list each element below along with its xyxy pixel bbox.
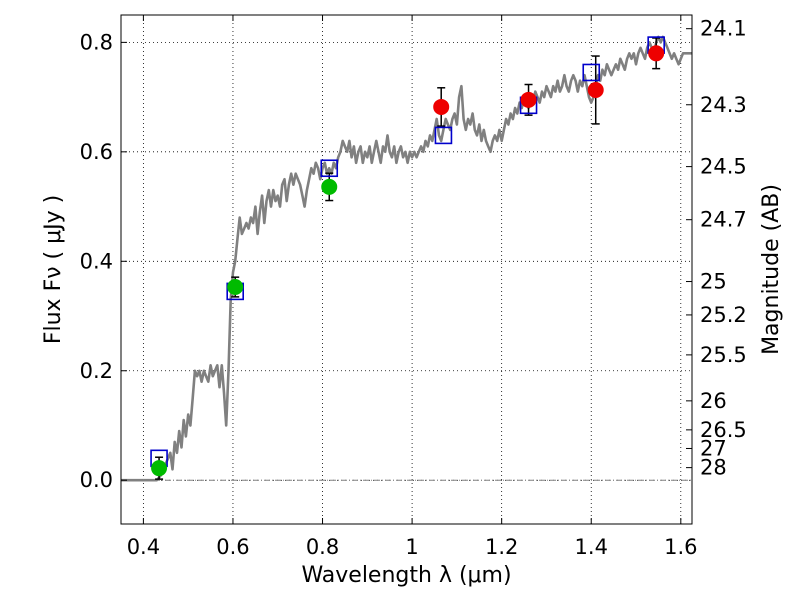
y2-tick-label: 27 bbox=[700, 436, 727, 460]
y-tick-labels: 0.0 0.2 0.4 0.6 0.8 bbox=[80, 30, 113, 492]
y2-tick-label: 28 bbox=[700, 456, 727, 480]
y2-axis-label: Magnitude (AB) bbox=[759, 184, 784, 355]
x-tick-label: 0.8 bbox=[306, 535, 339, 559]
y2-tick-label: 24.7 bbox=[700, 208, 747, 232]
y2-tick-label: 25 bbox=[700, 270, 727, 294]
tick-marks bbox=[121, 15, 692, 524]
y2-tick-label: 24.5 bbox=[700, 155, 747, 179]
observed-nir-point bbox=[433, 98, 450, 115]
y-axis-label: Flux Fν ( μJy ) bbox=[41, 195, 66, 344]
model-photometry-square bbox=[434, 126, 453, 145]
y-tick-label: 0.2 bbox=[80, 359, 113, 383]
observed-optical-point bbox=[227, 279, 244, 296]
y-tick-label: 0.6 bbox=[80, 140, 113, 164]
x-tick-label: 1 bbox=[405, 535, 418, 559]
y-tick-label: 0.4 bbox=[80, 249, 113, 273]
observed-nir-point bbox=[587, 81, 604, 98]
x-tick-label: 0.4 bbox=[127, 535, 160, 559]
y2-tick-label: 26.5 bbox=[700, 418, 747, 442]
spectrum-line bbox=[121, 35, 692, 482]
x-axis-label: Wavelength λ (μm) bbox=[301, 563, 511, 588]
x-tick-label: 0.6 bbox=[216, 535, 249, 559]
y2-tick-label: 26 bbox=[700, 389, 727, 413]
model-photometry-square bbox=[320, 159, 339, 178]
observed-optical-point bbox=[151, 460, 168, 477]
observed-photometry-layer bbox=[151, 45, 665, 477]
x-tick-labels: 0.4 0.6 0.8 1 1.2 1.4 1.6 bbox=[127, 535, 698, 559]
x-tick-label: 1.2 bbox=[485, 535, 518, 559]
observed-optical-point bbox=[321, 178, 338, 195]
x-tick-label: 1.6 bbox=[664, 535, 697, 559]
x-tick-label: 1.4 bbox=[575, 535, 608, 559]
y2-tick-label: 24.3 bbox=[700, 93, 747, 117]
spectrum-layer bbox=[121, 35, 692, 482]
gridlines bbox=[121, 15, 692, 524]
observed-nir-point bbox=[648, 45, 665, 62]
y2-tick-label: 24.1 bbox=[700, 17, 747, 41]
y2-tick-label: 25.2 bbox=[700, 303, 747, 327]
errorbar-layer bbox=[155, 37, 661, 480]
y-tick-label: 0.0 bbox=[80, 468, 113, 492]
y2-tick-label: 25.5 bbox=[700, 343, 747, 367]
observed-nir-point bbox=[520, 91, 537, 108]
y-tick-label: 0.8 bbox=[80, 30, 113, 54]
model-photometry-square bbox=[582, 63, 601, 82]
plot-frame bbox=[120, 14, 693, 525]
